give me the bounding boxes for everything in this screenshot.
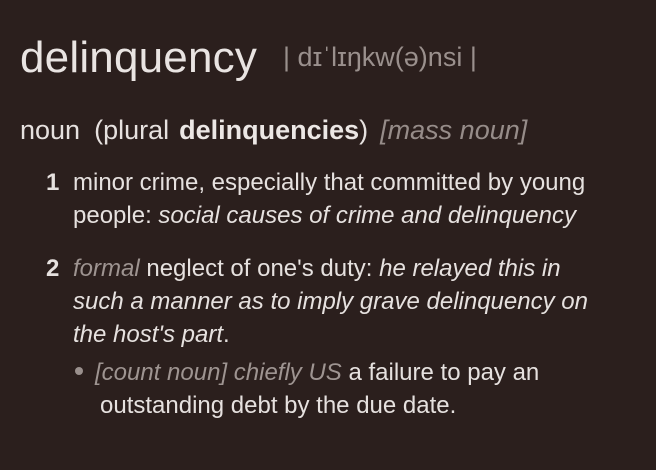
end-punctuation: . xyxy=(223,321,230,348)
sense-example-cont: such a manner as to imply grave delinque… xyxy=(73,288,588,315)
paren-close: ) xyxy=(359,115,369,145)
headword: delinquency xyxy=(20,33,258,82)
subsense-labels: [count noun] chiefly US xyxy=(95,359,342,386)
sense-example: social causes of crime and delinquency xyxy=(158,202,576,229)
sense-2: 2 formal neglect of one's duty: he relaye… xyxy=(46,252,656,351)
plural-label: (plural xyxy=(94,115,170,145)
sense-example-end: the host's part xyxy=(73,321,223,348)
sense-definition-cont: people: xyxy=(73,202,159,229)
sense-number: 2 xyxy=(46,255,60,282)
sense-definition: minor crime, especially that committed b… xyxy=(73,169,586,196)
subsense: [count noun] chiefly US a failure to pay… xyxy=(75,356,539,422)
sense-1: 1 minor crime, especially that committed … xyxy=(46,166,656,232)
mass-noun-label: [mass noun] xyxy=(380,115,528,145)
subsense-definition-cont: outstanding debt by the due date. xyxy=(100,392,457,419)
plural-form: delinquencies xyxy=(179,115,360,145)
part-of-speech: noun xyxy=(20,115,81,145)
subsense-definition: a failure to pay an xyxy=(341,359,540,386)
entry-headline: delinquency | dɪˈlɪŋkw(ə)nsi | xyxy=(20,30,477,86)
pronunciation: | dɪˈlɪŋkw(ə)nsi | xyxy=(283,42,477,72)
bullet-icon xyxy=(75,367,83,375)
sense-example: he relayed this in xyxy=(379,255,561,282)
sense-definition: neglect of one's duty: xyxy=(139,255,380,282)
register-label: formal xyxy=(73,255,140,282)
sense-number: 1 xyxy=(46,169,60,196)
grammar-line: noun (plural delinquencies) [mass noun] xyxy=(20,113,527,147)
